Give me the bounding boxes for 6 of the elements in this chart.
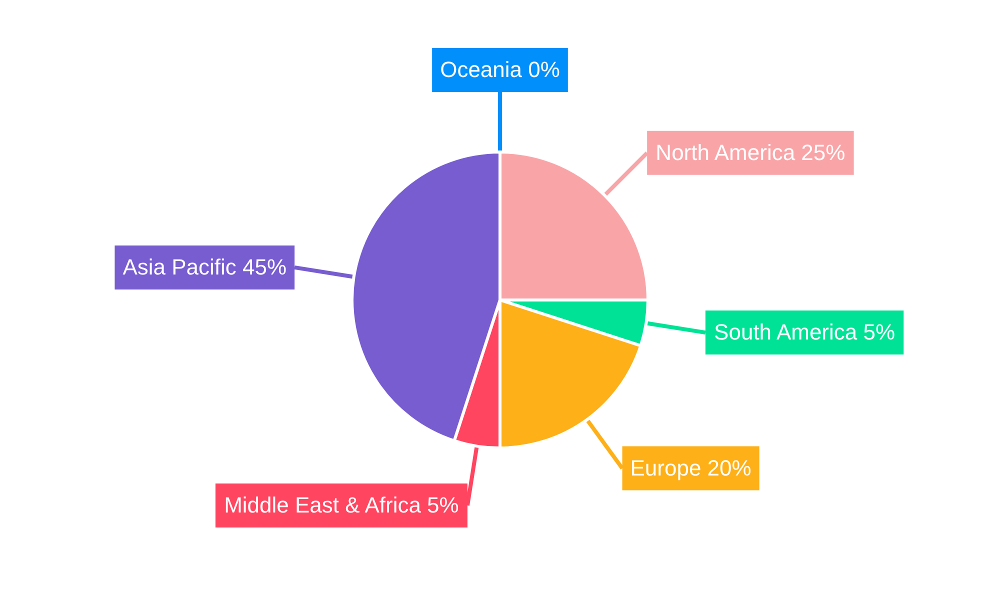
slice-label: Asia Pacific 45%: [122, 254, 287, 280]
slice-label: North America 25%: [656, 140, 846, 165]
slice-label: Middle East & Africa 5%: [224, 492, 459, 518]
slice-label: Europe 20%: [630, 455, 752, 480]
category-label: Oceania 0%: [440, 57, 560, 82]
slice-label: South America 5%: [714, 320, 896, 345]
